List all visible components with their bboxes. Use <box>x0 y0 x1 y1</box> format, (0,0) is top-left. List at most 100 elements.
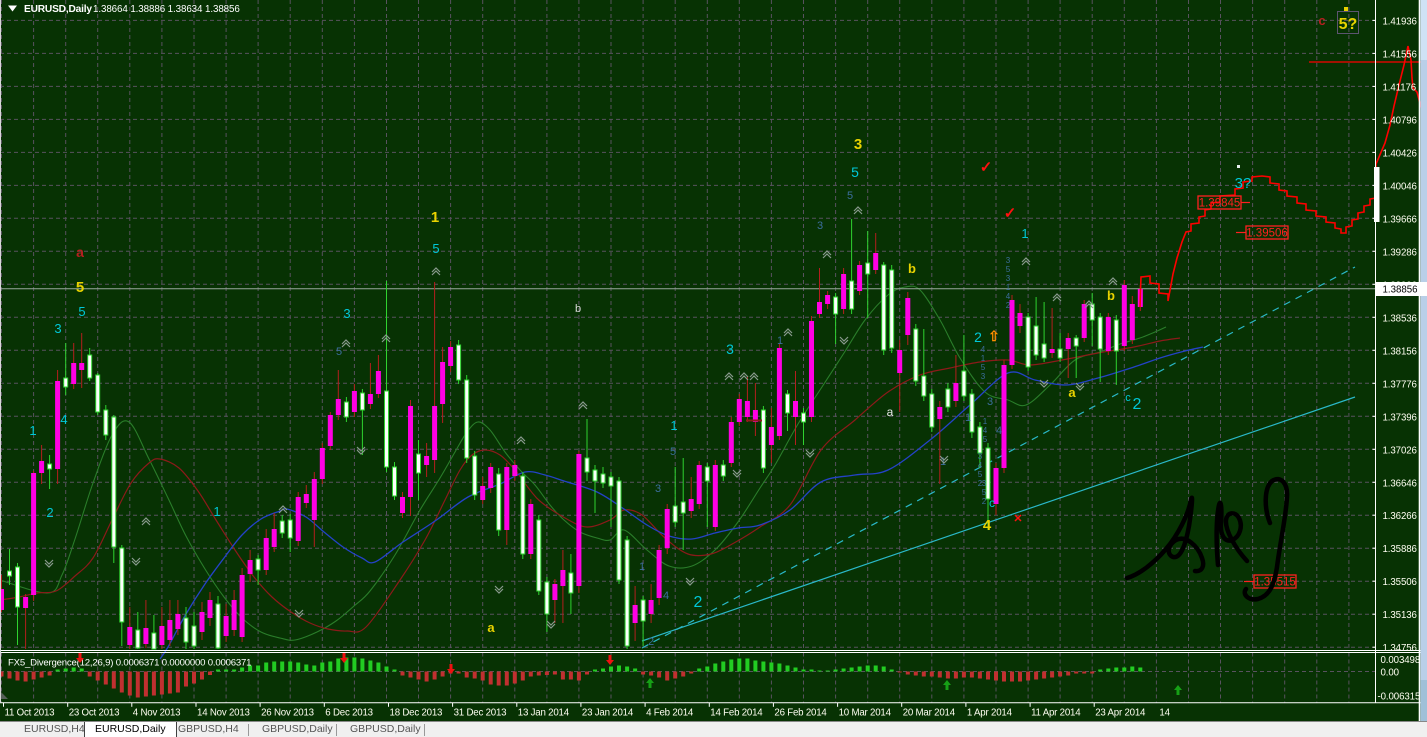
svg-text:1.37026: 1.37026 <box>1383 445 1417 456</box>
svg-text:1.40046: 1.40046 <box>1383 181 1417 192</box>
svg-text:1: 1 <box>29 423 36 438</box>
svg-text:c: c <box>1318 13 1325 28</box>
svg-text:1.38856: 1.38856 <box>1383 285 1418 296</box>
svg-text:4: 4 <box>983 426 988 435</box>
svg-text:1.35886: 1.35886 <box>1383 544 1417 555</box>
svg-text:a: a <box>887 405 894 419</box>
svg-text:2: 2 <box>1133 396 1142 413</box>
svg-text:FX5_Divergence(12,26,9) 0.000: FX5_Divergence(12,26,9) 0.0006371 0.0000… <box>8 658 251 669</box>
svg-text:✓: ✓ <box>1004 205 1017 222</box>
svg-text:5: 5 <box>981 363 986 372</box>
svg-text:a: a <box>76 244 84 260</box>
svg-text:3: 3 <box>1006 256 1011 265</box>
svg-text:14 Feb 2014: 14 Feb 2014 <box>710 708 763 719</box>
svg-text:5: 5 <box>851 164 859 180</box>
svg-text:✓: ✓ <box>980 159 993 176</box>
svg-text:11 Apr 2014: 11 Apr 2014 <box>1031 708 1081 719</box>
svg-text:5: 5 <box>76 279 84 296</box>
svg-text:-0.006315: -0.006315 <box>1378 692 1421 703</box>
svg-text:1: 1 <box>431 209 439 226</box>
svg-text:4 Feb 2014: 4 Feb 2014 <box>646 708 694 719</box>
svg-text:23 Apr 2014: 23 Apr 2014 <box>1095 708 1146 719</box>
svg-text:1: 1 <box>670 418 677 433</box>
svg-text:2: 2 <box>46 505 53 520</box>
svg-text:1: 1 <box>639 561 645 573</box>
svg-text:a: a <box>1068 385 1076 400</box>
svg-text:1.39845: 1.39845 <box>1199 198 1241 210</box>
svg-text:4 Nov 2013: 4 Nov 2013 <box>133 708 181 719</box>
svg-text:5: 5 <box>1006 265 1011 274</box>
svg-text:0.00: 0.00 <box>1381 667 1400 678</box>
svg-text:EURUSD,Daily: EURUSD,Daily <box>24 4 92 15</box>
svg-text:1.38156: 1.38156 <box>1383 346 1417 357</box>
svg-text:20 Mar 2014: 20 Mar 2014 <box>903 708 956 719</box>
svg-text:2: 2 <box>982 497 987 506</box>
svg-text:⇧: ⇧ <box>988 328 1000 344</box>
svg-text:3: 3 <box>854 136 862 153</box>
svg-text:1: 1 <box>983 417 988 426</box>
svg-text:3: 3 <box>54 321 61 336</box>
svg-text:2: 2 <box>978 479 983 488</box>
svg-text:1.39666: 1.39666 <box>1383 214 1417 225</box>
svg-text:10 Mar 2014: 10 Mar 2014 <box>839 708 892 719</box>
svg-text:1.37776: 1.37776 <box>1383 379 1417 390</box>
svg-text:0.003498: 0.003498 <box>1381 655 1421 666</box>
svg-text:3: 3 <box>817 220 823 232</box>
svg-text:5: 5 <box>982 488 987 497</box>
svg-text:1.39506: 1.39506 <box>1246 228 1288 240</box>
svg-text:1.35136: 1.35136 <box>1383 610 1417 621</box>
svg-text:1: 1 <box>1006 283 1011 292</box>
svg-text:1: 1 <box>777 335 783 347</box>
svg-text:1.41556: 1.41556 <box>1383 49 1417 60</box>
svg-text:5: 5 <box>983 435 988 444</box>
svg-text:1.41176: 1.41176 <box>1383 82 1417 93</box>
svg-text:5?: 5? <box>1339 16 1358 33</box>
svg-text:c: c <box>989 496 995 510</box>
svg-text:4: 4 <box>983 517 992 534</box>
svg-text:5: 5 <box>847 190 853 202</box>
svg-text:3: 3 <box>978 452 983 461</box>
svg-text:1: 1 <box>981 354 986 363</box>
svg-text:2: 2 <box>694 594 703 611</box>
svg-text:1.34756: 1.34756 <box>1383 643 1417 654</box>
svg-text:3: 3 <box>343 306 350 321</box>
svg-text:✕: ✕ <box>1013 513 1022 525</box>
svg-text:1.36646: 1.36646 <box>1383 478 1417 489</box>
svg-text:2: 2 <box>974 329 982 345</box>
svg-text:1 Apr 2014: 1 Apr 2014 <box>967 708 1013 719</box>
svg-text:3: 3 <box>987 396 993 408</box>
svg-text:b: b <box>1107 288 1115 303</box>
svg-text:14: 14 <box>1159 708 1170 719</box>
svg-text:a: a <box>487 620 495 635</box>
svg-text:3: 3 <box>1006 274 1011 283</box>
svg-text:1.40796: 1.40796 <box>1383 115 1417 126</box>
svg-text:1.40426: 1.40426 <box>1383 148 1417 159</box>
svg-text:b: b <box>908 261 916 276</box>
svg-text:3: 3 <box>982 479 987 488</box>
svg-text:1.37396: 1.37396 <box>1383 412 1417 423</box>
svg-text:2: 2 <box>648 636 654 648</box>
svg-text:1: 1 <box>1021 226 1028 241</box>
svg-text:c: c <box>1125 392 1131 404</box>
svg-text:18 Dec 2013: 18 Dec 2013 <box>390 708 443 719</box>
svg-text:2: 2 <box>1006 301 1011 310</box>
svg-text:b: b <box>575 303 581 315</box>
svg-text:1.39286: 1.39286 <box>1383 247 1417 258</box>
svg-text:1.38536: 1.38536 <box>1383 313 1417 324</box>
svg-text:3: 3 <box>655 483 661 495</box>
svg-text:1.41936: 1.41936 <box>1383 16 1417 27</box>
svg-text:1: 1 <box>213 504 220 519</box>
svg-text:13 Jan 2014: 13 Jan 2014 <box>518 708 570 719</box>
svg-text:4: 4 <box>60 412 67 427</box>
svg-text:1.38664 1.38886 1.38634 1.3885: 1.38664 1.38886 1.38634 1.38856 <box>93 4 240 15</box>
svg-text:11 Oct 2013: 11 Oct 2013 <box>5 708 55 719</box>
svg-text:26 Nov 2013: 26 Nov 2013 <box>261 708 314 719</box>
svg-text:5: 5 <box>670 446 676 458</box>
svg-text:4: 4 <box>981 345 986 354</box>
svg-text:5: 5 <box>336 346 342 358</box>
svg-text:4: 4 <box>663 590 669 602</box>
svg-text:5: 5 <box>978 470 983 479</box>
svg-text:1: 1 <box>965 412 971 424</box>
svg-text:5: 5 <box>78 304 85 319</box>
svg-text:4: 4 <box>996 425 1002 437</box>
